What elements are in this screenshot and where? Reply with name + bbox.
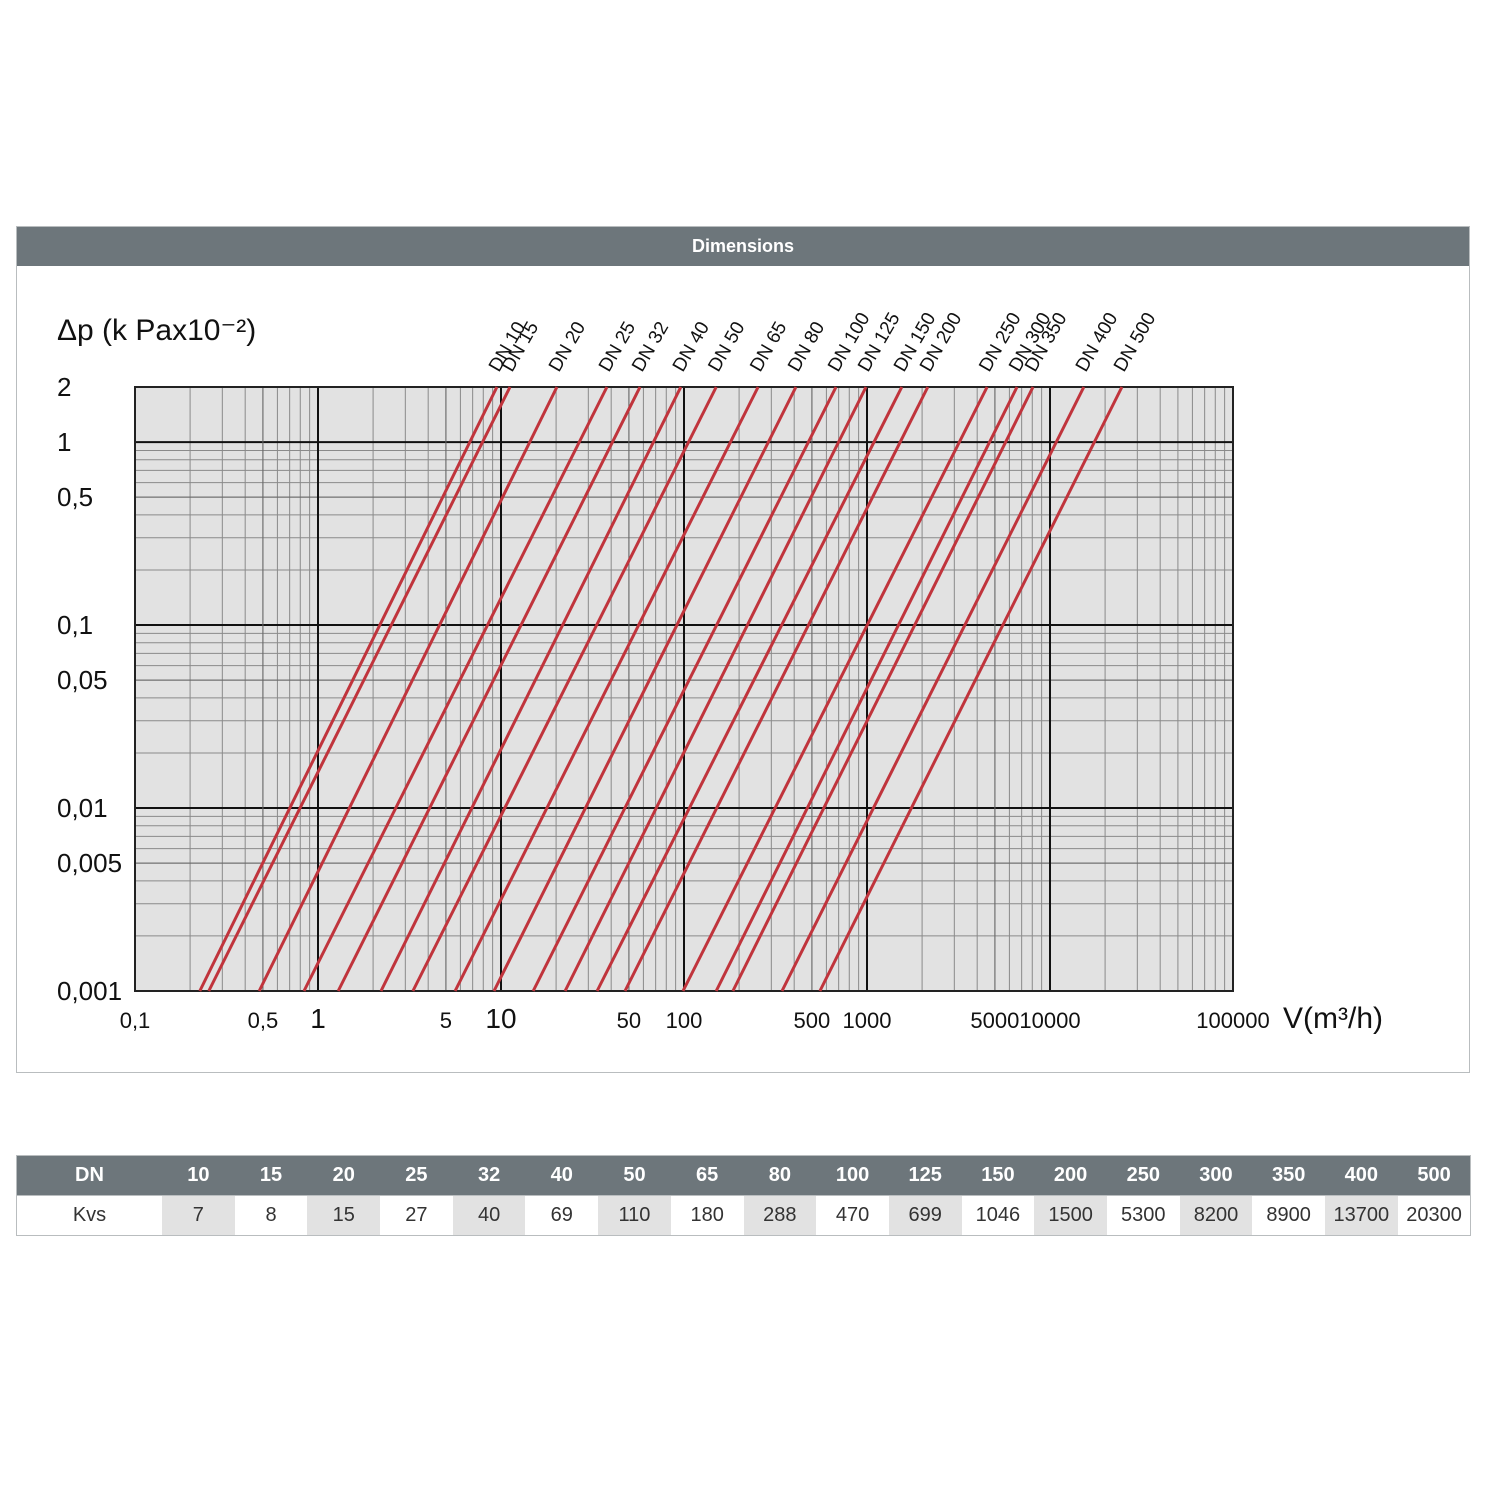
series-line bbox=[563, 386, 868, 992]
header-cell: 400 bbox=[1325, 1155, 1398, 1196]
y-tick-label: 0,01 bbox=[57, 793, 108, 823]
header-cell: 300 bbox=[1179, 1155, 1253, 1196]
x-tick-label: 5000 bbox=[970, 1008, 1019, 1033]
cell: 7 bbox=[162, 1195, 235, 1236]
cell: 69 bbox=[525, 1195, 599, 1236]
table-row: Kvs 7 8 15 27 40 69 110 180 288 470 699 1046 1500 5300… bbox=[16, 1195, 1471, 1236]
series-line bbox=[379, 386, 683, 992]
series-line bbox=[198, 386, 499, 992]
cell: 110 bbox=[598, 1195, 671, 1236]
cell: 1500 bbox=[1034, 1195, 1107, 1236]
header-cell: 15 bbox=[234, 1155, 308, 1196]
x-tick-label: 100 bbox=[666, 1008, 703, 1033]
cell: 40 bbox=[452, 1195, 526, 1236]
header-cell: 32 bbox=[452, 1155, 526, 1196]
series-line bbox=[411, 386, 718, 992]
header-cell: 125 bbox=[888, 1155, 962, 1196]
x-tick-label: 10 bbox=[485, 1003, 516, 1034]
series-line bbox=[681, 386, 989, 992]
header-cell: 250 bbox=[1106, 1155, 1180, 1196]
series-line bbox=[531, 386, 838, 992]
header-cell: DN bbox=[16, 1155, 162, 1196]
series-line bbox=[302, 386, 609, 992]
series-line bbox=[336, 386, 642, 992]
series-label: DN 65 bbox=[746, 318, 791, 375]
y-tick-label: 0,001 bbox=[57, 976, 122, 1006]
series-line bbox=[595, 386, 904, 992]
series-label: DN 50 bbox=[704, 318, 749, 375]
chart: Δp (k Pax10⁻²) V(m³/h) 2 1 0,5 0,1 0,05 0,01 0… bbox=[57, 309, 1383, 1035]
series-line bbox=[207, 386, 512, 992]
header-cell: 100 bbox=[816, 1155, 889, 1196]
series-line bbox=[492, 386, 798, 992]
y-tick-label: 2 bbox=[57, 372, 71, 402]
cell: 699 bbox=[888, 1195, 962, 1236]
cell: 8 bbox=[234, 1195, 308, 1236]
cell: 27 bbox=[380, 1195, 453, 1236]
y-tick-label: 0,05 bbox=[57, 665, 108, 695]
header-cell: 150 bbox=[961, 1155, 1035, 1196]
cell: 8900 bbox=[1252, 1195, 1325, 1236]
header-cell: 350 bbox=[1252, 1155, 1325, 1196]
series-label: DN 80 bbox=[784, 318, 829, 375]
cell: 5300 bbox=[1106, 1195, 1180, 1236]
x-tick-label: 10000 bbox=[1019, 1008, 1080, 1033]
x-tick-label: 50 bbox=[617, 1008, 641, 1033]
kvs-table: DN 10 15 20 25 32 40 50 65 80 100 125 150 200 250 300 35… bbox=[16, 1155, 1472, 1236]
series-line bbox=[780, 386, 1086, 992]
header-cell: 65 bbox=[670, 1155, 744, 1196]
x-tick-label: 1 bbox=[310, 1003, 326, 1034]
cell: 180 bbox=[670, 1195, 744, 1236]
cell: 288 bbox=[743, 1195, 817, 1236]
series-line bbox=[731, 386, 1035, 992]
header-cell: 20 bbox=[307, 1155, 381, 1196]
cell: 1046 bbox=[961, 1195, 1035, 1236]
panel: Dimensions bbox=[16, 226, 1470, 1073]
cell: Kvs bbox=[16, 1195, 162, 1236]
x-axis-title: V(m³/h) bbox=[1283, 1002, 1383, 1035]
y-tick-label: 0,005 bbox=[57, 848, 122, 878]
x-tick-label: 0,5 bbox=[248, 1008, 279, 1033]
table-row: DN 10 15 20 25 32 40 50 65 80 100 125 150 200 250 300 35… bbox=[16, 1155, 1471, 1196]
y-axis-title: Δp (k Pax10⁻²) bbox=[57, 314, 256, 347]
panel-title: Dimensions bbox=[17, 227, 1469, 266]
series-line bbox=[714, 386, 1019, 992]
series-line bbox=[623, 386, 930, 992]
x-tick-label: 5 bbox=[440, 1008, 452, 1033]
cell: 13700 bbox=[1325, 1195, 1398, 1236]
x-tick-label: 100000 bbox=[1196, 1008, 1269, 1033]
series-label: DN 20 bbox=[545, 318, 590, 375]
cell: 20300 bbox=[1397, 1195, 1471, 1236]
series-line bbox=[818, 386, 1124, 992]
header-cell: 40 bbox=[525, 1155, 599, 1196]
cell: 8200 bbox=[1179, 1195, 1253, 1236]
y-tick-label: 0,5 bbox=[57, 482, 93, 512]
header-cell: 50 bbox=[598, 1155, 671, 1196]
series-line bbox=[453, 386, 760, 992]
header-cell: 25 bbox=[380, 1155, 453, 1196]
x-tick-label: 0,1 bbox=[120, 1008, 151, 1033]
header-cell: 10 bbox=[162, 1155, 235, 1196]
header-cell: 500 bbox=[1397, 1155, 1471, 1196]
header-cell: 80 bbox=[743, 1155, 817, 1196]
x-tick-label: 1000 bbox=[843, 1008, 892, 1033]
header-cell: 200 bbox=[1034, 1155, 1107, 1196]
y-tick-label: 1 bbox=[57, 427, 71, 457]
x-tick-label: 500 bbox=[794, 1008, 831, 1033]
cell: 470 bbox=[816, 1195, 889, 1236]
cell: 15 bbox=[307, 1195, 381, 1236]
y-tick-label: 0,1 bbox=[57, 610, 93, 640]
series-line bbox=[257, 386, 559, 992]
